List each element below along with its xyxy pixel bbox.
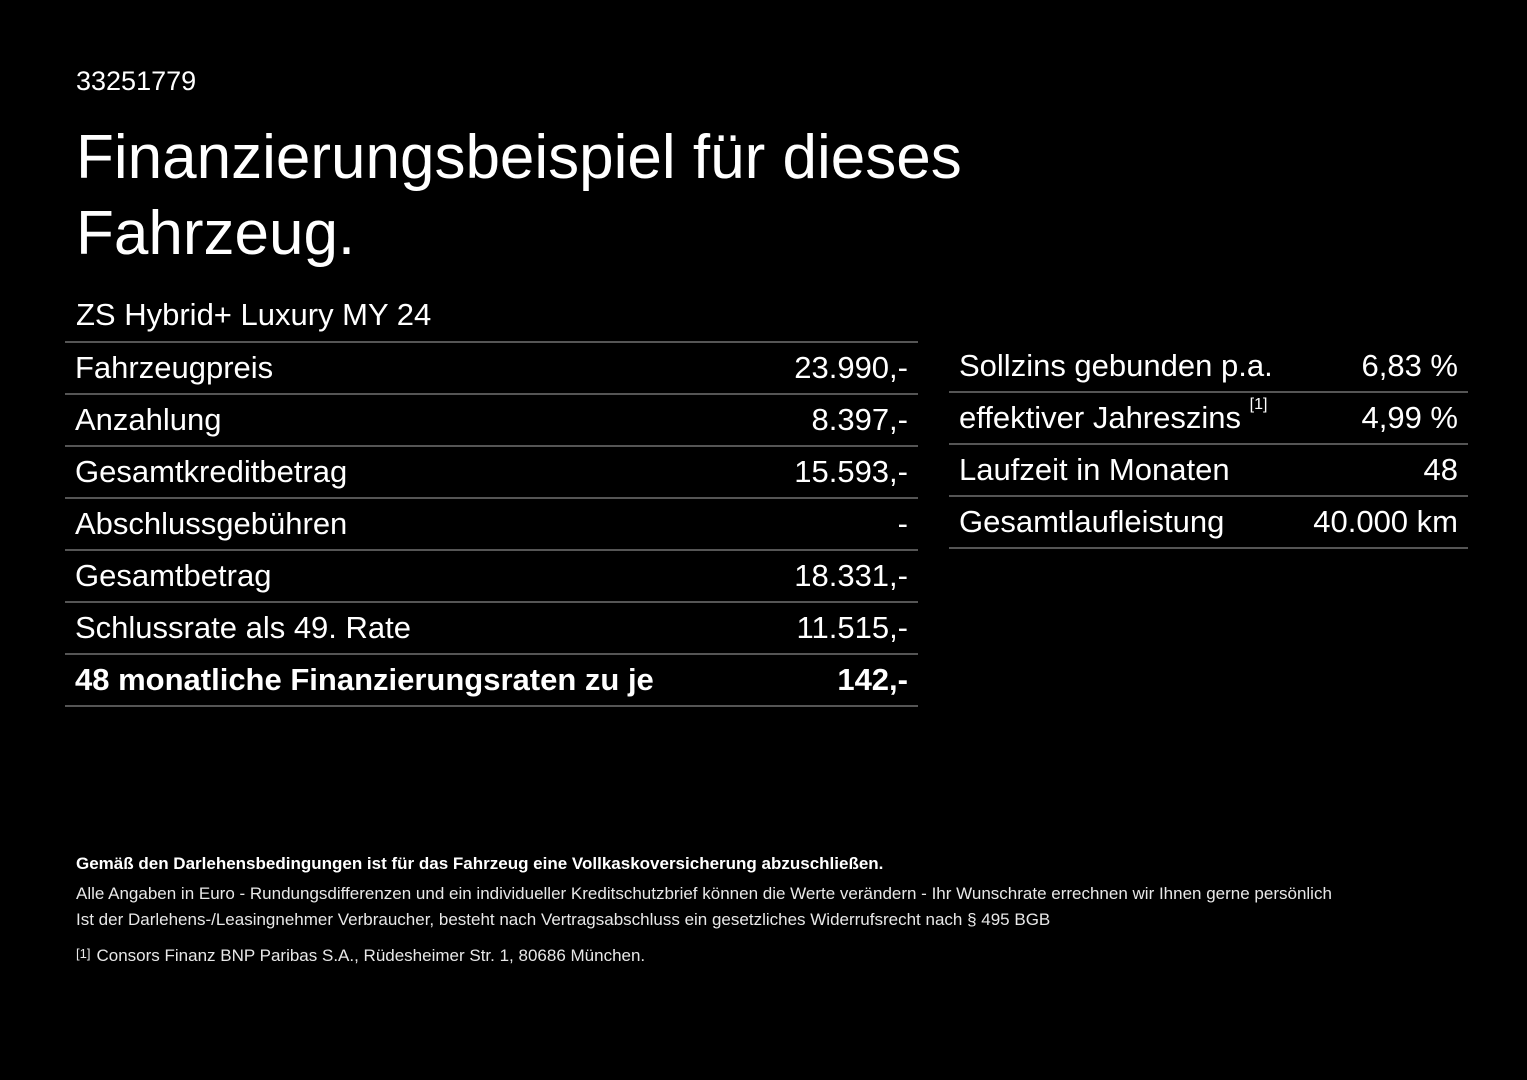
financing-table: Fahrzeugpreis 23.990,- Anzahlung 8.397,- G… (65, 341, 918, 707)
row-label: effektiver Jahreszins (959, 400, 1241, 435)
row-label: Sollzins gebunden p.a. (949, 341, 1297, 393)
row-label: Laufzeit in Monaten (949, 444, 1297, 497)
footnote-marker: [1] (1249, 396, 1268, 413)
row-value: 142,- (762, 654, 918, 707)
table-row: Anzahlung 8.397,- (65, 394, 918, 447)
row-label: Schlussrate als 49. Rate (65, 602, 763, 655)
table-row: Gesamtkreditbetrag 15.593,- (65, 446, 918, 499)
table-row: Sollzins gebunden p.a. 6,83 % (949, 341, 1468, 393)
row-value: 4,99 % (1296, 392, 1468, 445)
table-row: Gesamtbetrag 18.331,- (65, 550, 918, 603)
footnote-text: Consors Finanz BNP Paribas S.A., Rüdeshe… (96, 946, 646, 965)
table-row: Laufzeit in Monaten 48 (949, 444, 1468, 497)
row-value: 48 (1296, 444, 1468, 497)
row-label: Anzahlung (65, 394, 763, 447)
model-name: ZS Hybrid+ Luxury MY 24 (76, 297, 432, 332)
terms-table: Sollzins gebunden p.a. 6,83 % effektiver … (949, 341, 1468, 549)
withdrawal-note: Ist der Darlehens-/Leasingnehmer Verbrau… (76, 910, 1051, 929)
table-row: Fahrzeugpreis 23.990,- (65, 342, 918, 395)
insurance-note: Gemäß den Darlehensbedingungen ist für d… (76, 854, 884, 873)
row-label: Gesamtkreditbetrag (65, 446, 763, 499)
row-label: 48 monatliche Finanzierungsraten zu je (65, 654, 763, 707)
row-value: 6,83 % (1296, 341, 1468, 393)
row-value: 18.331,- (762, 550, 918, 603)
page-title: Finanzierungsbeispiel für dieses Fahrzeu… (76, 123, 962, 268)
table-row: Abschlussgebühren - (65, 498, 918, 551)
table-row: Schlussrate als 49. Rate 11.515,- (65, 602, 918, 655)
row-value: - (762, 498, 918, 551)
row-value: 8.397,- (762, 394, 918, 447)
row-label: Gesamtlaufleistung (949, 496, 1297, 549)
row-label: Gesamtbetrag (65, 550, 763, 603)
row-value: 15.593,- (762, 446, 918, 499)
row-label: Abschlussgebühren (65, 498, 763, 551)
row-value: 23.990,- (762, 342, 918, 395)
table-row: Gesamtlaufleistung 40.000 km (949, 496, 1468, 549)
monthly-rate-row: 48 monatliche Finanzierungsraten zu je 14… (65, 654, 918, 707)
reference-number: 33251779 (76, 66, 197, 96)
euro-note: Alle Angaben in Euro - Rundungsdifferenz… (76, 884, 1332, 903)
row-value: 11.515,- (762, 602, 918, 655)
footnote: [1] Consors Finanz BNP Paribas S.A., Rüde… (76, 946, 645, 966)
row-value: 40.000 km (1296, 496, 1468, 549)
row-label-cell: effektiver Jahreszins [1] (949, 392, 1297, 445)
footnote-marker: [1] (76, 946, 91, 961)
row-label: Fahrzeugpreis (65, 342, 763, 395)
table-row: effektiver Jahreszins [1] 4,99 % (949, 392, 1468, 445)
